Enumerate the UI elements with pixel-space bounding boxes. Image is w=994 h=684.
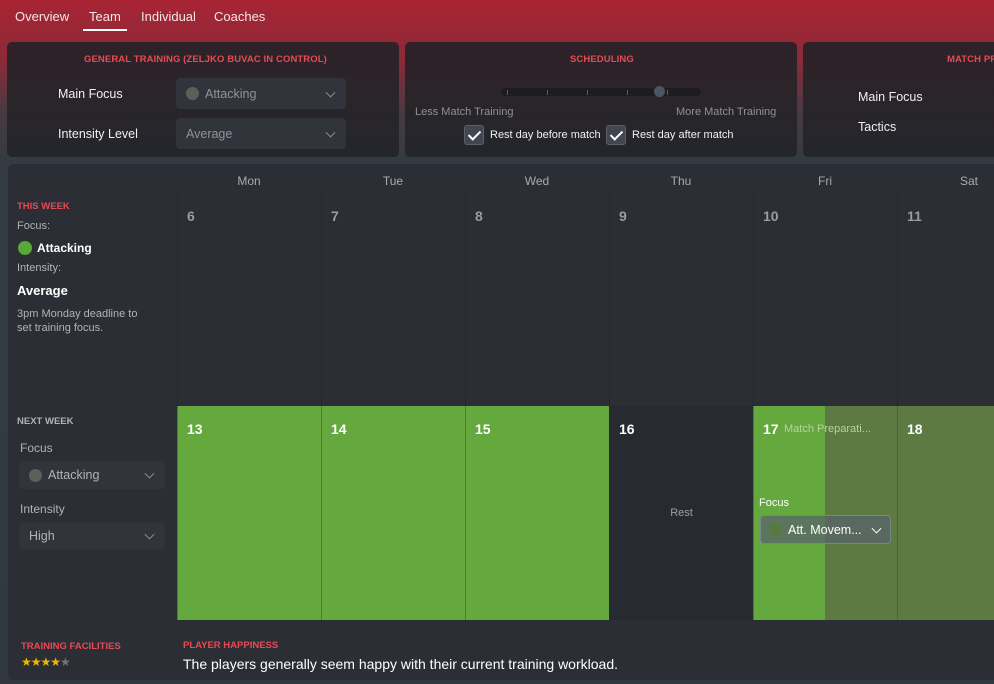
focus-dot-icon (18, 241, 32, 255)
day-number: 18 (907, 421, 923, 437)
day-number: 16 (619, 421, 635, 437)
focus-dot-icon (769, 523, 782, 536)
next-week-intensity-label: Intensity (20, 502, 65, 516)
intensity-level-label: Intensity Level (58, 127, 138, 141)
tactics-label: Tactics (858, 120, 897, 134)
scheduling-title: SCHEDULING (570, 54, 634, 65)
general-training-panel: GENERAL TRAINING (ZELJKO BUVAC IN CONTRO… (7, 42, 399, 157)
day-number: 7 (331, 208, 339, 224)
calendar-cell[interactable]: 10 (753, 194, 897, 406)
match-preparation-label: Match Preparati... (784, 423, 871, 435)
calendar-cell-rest[interactable]: 16 Rest (609, 406, 753, 620)
focus-dot-icon (29, 468, 42, 482)
rest-label: Rest (670, 507, 693, 519)
day-header-wed: Wed (524, 174, 550, 188)
fri-focus-dropdown[interactable]: Att. Movem... (760, 515, 891, 544)
next-week-focus-value: Attacking (48, 468, 100, 482)
day-number: 9 (619, 208, 627, 224)
rest-before-label: Rest day before match (490, 129, 601, 141)
day-header-mon: Mon (237, 174, 261, 188)
main-focus-dropdown[interactable]: Attacking (176, 78, 346, 109)
focus-dot-icon (186, 87, 199, 100)
main-focus-value: Attacking (205, 86, 257, 101)
fri-focus-value: Att. Movem... (788, 522, 862, 537)
day-header-thu: Thu (670, 174, 692, 188)
this-week-focus-value: Attacking (37, 241, 92, 255)
next-week-focus-label: Focus (20, 441, 53, 455)
training-facilities-title: TRAINING FACILITIES (21, 641, 121, 652)
this-week-intensity-label: Intensity: (17, 262, 62, 274)
slider-tick (587, 90, 588, 95)
match-training-slider[interactable] (501, 86, 701, 97)
next-week-intensity-value: High (29, 529, 55, 543)
day-number: 8 (475, 208, 483, 224)
day-number: 10 (763, 208, 779, 224)
rest-after-label: Rest day after match (632, 129, 734, 141)
slider-min-label: Less Match Training (415, 106, 514, 118)
calendar-cell[interactable]: 8 (465, 194, 609, 406)
facilities-rating: ★★★★★ (21, 655, 71, 669)
calendar-cell[interactable]: 11 (897, 194, 994, 406)
day-number: 11 (907, 208, 922, 224)
intensity-level-value: Average (186, 126, 233, 141)
day-number: 6 (187, 208, 195, 224)
intensity-level-dropdown[interactable]: Average (176, 118, 346, 149)
next-week-intensity-dropdown[interactable]: High (19, 522, 165, 550)
calendar-cell-fri[interactable]: 17 (753, 406, 825, 620)
calendar-cell[interactable]: 6 (177, 194, 321, 406)
player-happiness-title: PLAYER HAPPINESS (183, 640, 279, 651)
day-header-tue: Tue (382, 174, 404, 188)
next-week-title: NEXT WEEK (17, 416, 74, 427)
match-preparation-panel: MATCH PREPARATION Main Focus Tactics (803, 42, 994, 157)
day-number: 17 (763, 421, 779, 437)
day-number: 14 (331, 421, 347, 437)
day-number: 13 (187, 421, 203, 437)
deadline-note: 3pm Monday deadline to (17, 308, 138, 320)
calendar-cell[interactable]: 9 (609, 194, 753, 406)
slider-thumb[interactable] (654, 86, 665, 97)
calendar-cell[interactable]: 13 (177, 406, 321, 620)
star-filled-icon: ★★★★ (21, 655, 61, 669)
day-number: 15 (475, 421, 491, 437)
chevron-down-icon (144, 468, 155, 479)
slider-tick (667, 90, 668, 95)
deadline-note: set training focus. (17, 322, 104, 334)
next-week-focus-dropdown[interactable]: Attacking (19, 461, 165, 489)
tab-coaches[interactable]: Coaches (214, 9, 266, 24)
day-header-sat: Sat (959, 174, 978, 188)
player-happiness-text: The players generally seem happy with th… (183, 656, 618, 672)
rest-after-checkbox[interactable] (606, 125, 626, 145)
this-week-title: THIS WEEK (17, 201, 70, 212)
match-main-focus-label: Main Focus (858, 90, 923, 104)
chevron-down-icon (325, 127, 336, 138)
this-week-intensity-value: Average (17, 283, 68, 298)
chevron-down-icon (325, 87, 336, 98)
chevron-down-icon (871, 523, 882, 534)
calendar-cell[interactable]: 15 (465, 406, 609, 620)
general-training-title: GENERAL TRAINING (ZELJKO BUVAC IN CONTRO… (84, 54, 327, 65)
calendar-cell[interactable]: 14 (321, 406, 465, 620)
slider-tick (507, 90, 508, 95)
main-focus-label: Main Focus (58, 87, 123, 101)
slider-tick (547, 90, 548, 95)
calendar-cell[interactable]: 7 (321, 194, 465, 406)
calendar-cell-fri-match[interactable] (825, 406, 897, 620)
calendar-cell[interactable]: 18 (897, 406, 994, 620)
star-empty-icon: ★ (60, 655, 71, 669)
day-header-fri: Fri (818, 174, 832, 188)
slider-tick (627, 90, 628, 95)
slider-max-label: More Match Training (676, 106, 777, 118)
rest-before-checkbox[interactable] (464, 125, 484, 145)
this-week-focus-label: Focus: (17, 220, 51, 232)
match-preparation-title: MATCH PREPARATION (947, 54, 994, 65)
tab-overview[interactable]: Overview (15, 9, 70, 24)
fri-focus-label: Focus (759, 497, 789, 509)
tab-team[interactable]: Team (83, 9, 127, 31)
tab-individual[interactable]: Individual (141, 9, 196, 24)
chevron-down-icon (144, 529, 155, 540)
